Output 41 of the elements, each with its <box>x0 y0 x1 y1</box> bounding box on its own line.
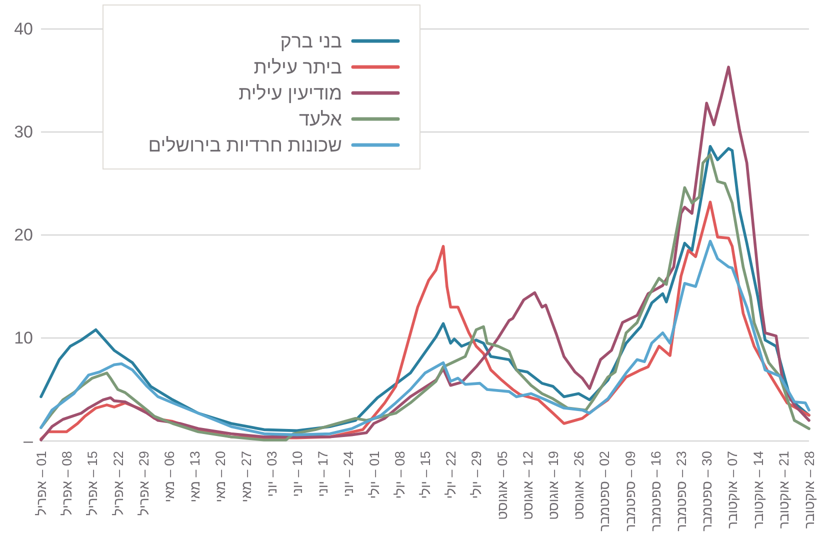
x-tick-label: 29 – יולי <box>469 451 484 499</box>
x-tick-label: 08 – יולי <box>392 451 408 499</box>
x-tick-label: 02 – ספטמבר <box>597 451 612 532</box>
x-tick-label: 09 – ספטמבר <box>622 451 638 532</box>
x-tick-label: 14 – אוקטובר <box>750 450 766 529</box>
x-tick-label: 24 – יוני <box>341 450 356 497</box>
legend-label: בני ברק <box>280 32 342 52</box>
y-tick-label: 30 <box>14 122 33 142</box>
x-tick-label: 21 – אוקטובר <box>776 451 792 529</box>
x-tick-label: 06 – מאי <box>162 451 177 502</box>
x-tick-label: 19 – אוגוסט <box>546 451 561 520</box>
x-tick-label: 12 – אוגוסט <box>520 451 536 520</box>
x-tick-label: 08 – אפריל <box>60 451 75 516</box>
y-tick-label: 40 <box>14 20 33 38</box>
y-tick-label: 10 <box>14 328 33 348</box>
x-tick-label: 22 – אפריל <box>110 451 126 516</box>
legend-label: מודיעין עילית <box>238 84 342 104</box>
x-tick-label: 30 – ספטמבר <box>700 451 715 532</box>
x-tick-label: 17 – יוני <box>316 451 331 497</box>
y-tick-label: – <box>24 432 34 450</box>
y-tick-label: 20 <box>14 226 33 244</box>
x-tick-label: 29 – אפריל <box>136 451 152 516</box>
x-tick-label: 03 – יוני <box>264 451 280 497</box>
x-tick-label: 27 – מאי <box>238 451 254 502</box>
x-tick-label: 13 – מאי <box>188 451 203 502</box>
x-tick-label: 07 – אוקטובר <box>725 451 740 529</box>
x-tick-label: 22 – יולי <box>444 451 459 499</box>
x-tick-label: 01 – יולי <box>366 451 382 499</box>
x-tick-label: 15 – אפריל <box>85 451 100 516</box>
legend-label: שכונות חרדיות בירושלים <box>148 136 342 156</box>
x-tick-label: 26 – אוגוסט <box>572 451 587 520</box>
x-tick-label: 16 – ספטמבר <box>648 451 664 532</box>
x-tick-label: 23 – ספטמבר <box>674 451 689 532</box>
x-tick-label: 10 – יוני <box>290 451 305 497</box>
x-tick-label: 15 – יולי <box>418 451 433 499</box>
legend-label: ביתר עילית <box>254 58 342 78</box>
legend-label: אלעד <box>298 110 342 130</box>
x-tick-label: 28 – אוקטובר <box>802 451 817 529</box>
x-tick-label: 01 – אפריל <box>34 451 49 516</box>
x-tick-label: 20 – מאי <box>213 451 228 502</box>
x-tick-label: 05 – אוגוסט <box>494 451 510 520</box>
